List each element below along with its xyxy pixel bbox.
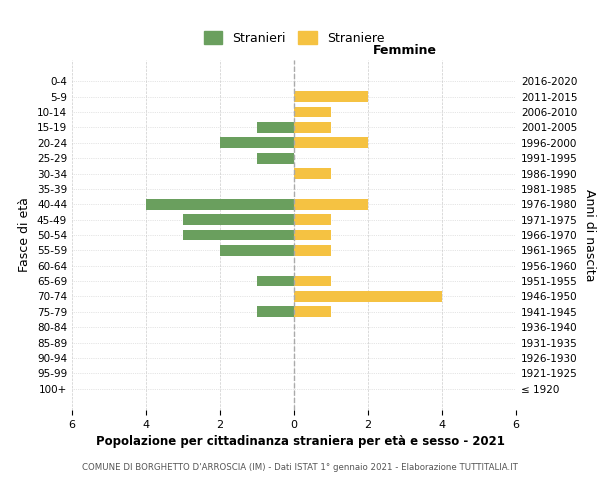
- Bar: [294, 291, 442, 302]
- Bar: [294, 230, 331, 240]
- Text: Popolazione per cittadinanza straniera per età e sesso - 2021: Popolazione per cittadinanza straniera p…: [95, 435, 505, 448]
- Text: COMUNE DI BORGHETTO D'ARROSCIA (IM) - Dati ISTAT 1° gennaio 2021 - Elaborazione : COMUNE DI BORGHETTO D'ARROSCIA (IM) - Da…: [82, 462, 518, 471]
- Legend: Stranieri, Straniere: Stranieri, Straniere: [200, 28, 388, 49]
- Bar: [220, 138, 294, 148]
- Bar: [257, 153, 294, 164]
- Bar: [146, 199, 294, 209]
- Bar: [294, 168, 331, 179]
- Bar: [257, 122, 294, 133]
- Bar: [257, 276, 294, 286]
- Bar: [183, 230, 294, 240]
- Bar: [183, 214, 294, 225]
- Bar: [294, 276, 331, 286]
- Bar: [294, 92, 368, 102]
- Bar: [257, 306, 294, 317]
- Bar: [294, 214, 331, 225]
- Bar: [294, 106, 331, 118]
- Y-axis label: Anni di nascita: Anni di nascita: [583, 188, 596, 281]
- Bar: [220, 245, 294, 256]
- Y-axis label: Fasce di età: Fasce di età: [19, 198, 31, 272]
- Bar: [294, 138, 368, 148]
- Bar: [294, 122, 331, 133]
- Bar: [294, 199, 368, 209]
- Text: Femmine: Femmine: [373, 44, 437, 57]
- Bar: [294, 245, 331, 256]
- Bar: [294, 306, 331, 317]
